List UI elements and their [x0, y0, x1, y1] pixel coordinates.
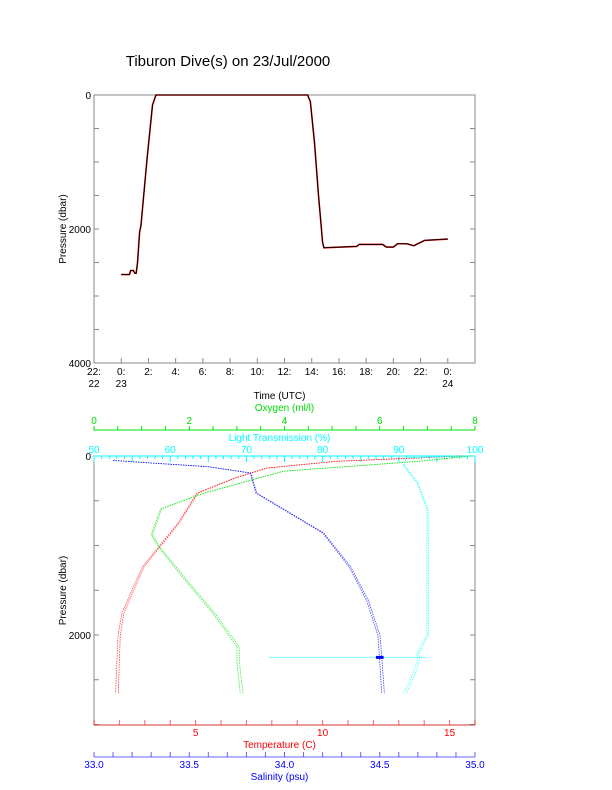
salinity-profile-line	[113, 460, 383, 694]
x-tick-label: 12:	[278, 367, 292, 378]
x-tick-label: 16:	[332, 367, 346, 378]
light-transmission-profile-line	[402, 455, 468, 694]
plot-frame	[93, 94, 476, 364]
salinity-axis-label: Salinity (psu)	[251, 772, 309, 783]
light-axis-label: Light Transmission (%)	[229, 433, 331, 444]
x-tick-label-date: 23	[116, 379, 128, 390]
salinity-tick-label: 35.0	[465, 760, 485, 771]
temperature-axis-label: Temperature (C)	[243, 740, 316, 751]
salinity-tick-label: 33.0	[84, 760, 104, 771]
salinity-tick-label: 34.0	[275, 760, 295, 771]
salinity-tick-label: 33.5	[180, 760, 200, 771]
temperature-tick-label: 5	[193, 728, 199, 739]
x-tick-label: 22:	[87, 367, 101, 378]
y-tick-label: 0	[85, 91, 91, 102]
y-axis-label: Pressure (dbar)	[58, 194, 69, 263]
oxygen-tick-label: 2	[186, 416, 192, 427]
x-tick-label-date: 24	[442, 379, 454, 390]
x-tick-label: 0:	[444, 367, 452, 378]
y-tick-label: 2000	[69, 225, 92, 236]
x-tick-label: 10:	[250, 367, 264, 378]
oxygen-tick-label: 0	[91, 416, 97, 427]
light-transmission-profile-line	[403, 455, 468, 694]
y-tick-label: 4000	[69, 359, 92, 370]
y-axis-label: Pressure (dbar)	[58, 556, 69, 625]
x-tick-label: 8:	[226, 367, 234, 378]
light-tick-label: 90	[393, 445, 405, 456]
plot-frame	[93, 455, 476, 726]
temperature-tick-label: 15	[444, 728, 456, 739]
temperature-tick-label: 10	[317, 728, 329, 739]
x-tick-label: 20:	[386, 367, 400, 378]
x-tick-label: 6:	[199, 367, 207, 378]
y-tick-label: 0	[85, 452, 91, 463]
dive-track-line	[121, 94, 448, 276]
temperature-profile-line	[115, 455, 463, 694]
x-tick-label: 0:	[117, 367, 125, 378]
oxygen-tick-label: 4	[282, 416, 288, 427]
x-tick-label: 2:	[144, 367, 152, 378]
x-tick-label: 22:	[414, 367, 428, 378]
light-tick-label: 60	[165, 445, 177, 456]
dive-track-red	[121, 94, 448, 276]
oxygen-axis-label: Oxygen (ml/l)	[255, 403, 314, 414]
x-tick-label: 14:	[305, 367, 319, 378]
light-tick-label: 70	[241, 445, 253, 456]
oxygen-tick-label: 8	[472, 416, 478, 427]
chart-title: Tiburon Dive(s) on 23/Jul/2000	[126, 53, 331, 70]
light-tick-label: 100	[467, 445, 484, 456]
light-tick-label: 80	[317, 445, 329, 456]
salinity-tick-label: 34.5	[370, 760, 390, 771]
oxygen-tick-label: 6	[377, 416, 383, 427]
x-tick-label: 4:	[171, 367, 179, 378]
x-tick-label-date: 22	[88, 379, 100, 390]
temperature-profile-line	[117, 455, 463, 694]
x-axis-label: Time (UTC)	[254, 391, 306, 402]
salinity-profile-line	[113, 460, 385, 694]
oxygen-profile-line	[151, 455, 471, 694]
y-tick-label: 2000	[69, 631, 92, 642]
light-tick-label: 50	[88, 445, 100, 456]
oxygen-profile-line	[150, 455, 471, 694]
x-tick-label: 18:	[359, 367, 373, 378]
